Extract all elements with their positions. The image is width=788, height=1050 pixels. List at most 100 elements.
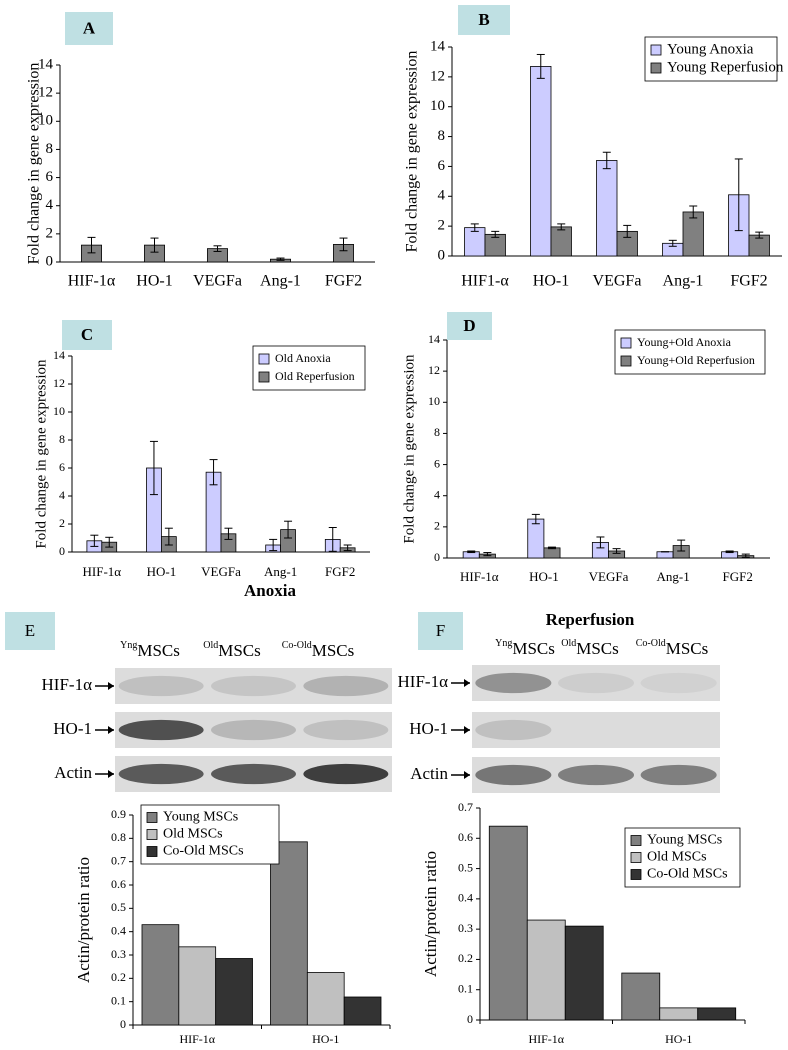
- y-axis-label: Actin/protein ratio: [74, 857, 93, 983]
- error-bar: [483, 552, 492, 557]
- y-tick-label: 2: [434, 519, 440, 533]
- legend-swatch: [630, 869, 642, 880]
- bar: [178, 946, 217, 1026]
- bar: [141, 924, 180, 1026]
- blot-strip: [472, 665, 720, 701]
- y-tick-label: 8: [59, 432, 65, 446]
- blot-band: [557, 672, 635, 694]
- blot-arrowhead: [464, 726, 470, 734]
- panel-label-box: [458, 5, 510, 35]
- lane-sup: Co-Old: [636, 638, 666, 649]
- blot-band: [640, 764, 717, 786]
- lane-sup: Yng: [495, 638, 512, 649]
- y-axis-label: Actin/protein ratio: [421, 851, 440, 977]
- y-tick-label: 2: [46, 225, 54, 241]
- x-tick-label: HO-1: [529, 569, 559, 584]
- lane-sup: Co-Old: [282, 640, 312, 651]
- blot-band: [475, 719, 552, 741]
- legend-swatch: [620, 337, 632, 349]
- lane-text: MSCs: [512, 639, 555, 658]
- y-tick-label: 10: [53, 404, 65, 418]
- y-tick-label: 6: [46, 169, 54, 185]
- y-tick-label: 10: [38, 113, 53, 129]
- blot-row-label: Actin: [54, 763, 92, 782]
- blot-band: [211, 719, 296, 741]
- panel-label-box: [447, 312, 492, 340]
- legend-box: [252, 345, 366, 391]
- legend-box: [140, 804, 280, 865]
- y-tick-label: 0: [438, 247, 446, 263]
- x-tick-label: VEGFa: [589, 569, 629, 584]
- legend-label: Young Reperfusion: [667, 59, 784, 75]
- y-axis-label: Fold change in gene expression: [404, 51, 421, 253]
- bar: [656, 551, 674, 559]
- legend-swatch: [620, 355, 632, 367]
- error-bar: [547, 546, 556, 550]
- legend-label: Old Reperfusion: [275, 369, 355, 383]
- legend-label: Old MSCs: [163, 827, 223, 842]
- y-tick-label: 0: [467, 1012, 473, 1026]
- blot-band: [211, 675, 296, 697]
- bar: [621, 972, 661, 1021]
- y-tick-label: 10: [430, 98, 445, 114]
- legend-swatch: [146, 846, 158, 857]
- blot-row-label: HO-1: [53, 719, 92, 738]
- legend-box: [644, 36, 778, 82]
- y-tick-label: 2: [438, 218, 446, 234]
- x-tick-label: FGF2: [325, 273, 362, 290]
- y-tick-label: 0: [434, 550, 440, 564]
- y-tick-label: 0.3: [458, 921, 473, 935]
- y-tick-label: 14: [428, 332, 440, 346]
- blot-band: [303, 763, 389, 785]
- blot-arrowhead: [108, 726, 114, 734]
- y-tick-label: 0.4: [458, 891, 473, 905]
- error-bar: [623, 224, 632, 238]
- blot-row-label: Actin: [410, 764, 448, 783]
- x-tick-label: Ang-1: [264, 564, 297, 579]
- blot-row-label: HO-1: [409, 719, 448, 738]
- error-bar: [689, 205, 698, 219]
- y-tick-label: 6: [59, 460, 65, 474]
- error-bar: [343, 544, 352, 552]
- blot-arrowhead: [464, 679, 470, 687]
- blot-band: [118, 675, 204, 697]
- y-tick-label: 0.6: [111, 877, 126, 891]
- blot-row-label: HIF-1α: [398, 672, 449, 691]
- x-tick-label: VEGFa: [201, 564, 241, 579]
- error-bar: [328, 527, 337, 552]
- bar: [564, 925, 604, 1021]
- blot-band: [475, 672, 552, 694]
- panel-label-box: [418, 612, 463, 650]
- error-bar: [734, 158, 743, 232]
- bar: [543, 547, 561, 559]
- error-bar: [467, 550, 476, 554]
- x-tick-label: HIF-1α: [528, 1032, 564, 1046]
- y-tick-label: 12: [38, 85, 53, 101]
- legend-label: Co-Old MSCs: [647, 867, 728, 882]
- blot-arrowhead: [464, 771, 470, 779]
- legend-swatch: [258, 371, 270, 383]
- blot-band: [303, 675, 389, 697]
- panel-label-box: [5, 612, 55, 650]
- y-tick-label: 0.1: [111, 993, 126, 1007]
- bar: [270, 841, 308, 1026]
- blot-strip: [115, 668, 392, 704]
- bar: [215, 958, 253, 1026]
- y-tick-label: 0.7: [111, 853, 126, 867]
- y-tick-label: 8: [46, 141, 54, 157]
- y-tick-label: 12: [428, 363, 440, 377]
- y-tick-label: 2: [59, 516, 65, 530]
- panel-label: D: [463, 316, 475, 335]
- y-tick-label: 12: [430, 68, 445, 84]
- bar: [596, 160, 618, 257]
- y-tick-label: 4: [59, 488, 65, 502]
- x-tick-label: Ang-1: [663, 273, 704, 290]
- y-tick-label: 0: [46, 253, 54, 269]
- y-tick-label: 0.2: [458, 951, 473, 965]
- error-bar: [269, 538, 278, 552]
- y-axis-label: Fold change in gene expression: [33, 359, 49, 549]
- lane-label: YngMSCs: [495, 638, 555, 658]
- bar: [464, 227, 486, 257]
- error-bar: [276, 257, 285, 261]
- y-tick-label: 0.4: [111, 923, 126, 937]
